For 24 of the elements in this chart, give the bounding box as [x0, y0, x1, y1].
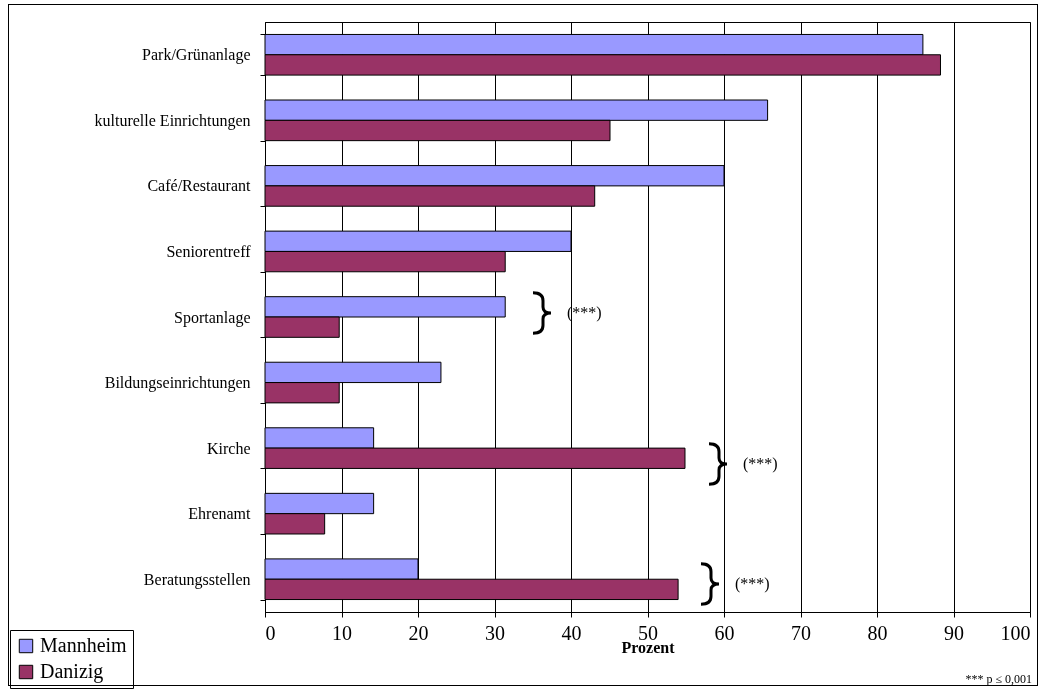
y-tick-label: Beratungsstellen: [143, 570, 251, 589]
x-tick-label: 20: [408, 621, 429, 644]
x-tick-label: 60: [714, 621, 735, 644]
annotation: (***): [743, 455, 778, 473]
x-tick-label: 50: [638, 621, 658, 644]
legend-label: Mannheim: [40, 634, 128, 656]
y-tick-label: Café/Restaurant: [147, 177, 252, 195]
y-tick-label: Kirche: [206, 439, 251, 457]
y-tick-label: Sportanlage: [174, 308, 251, 327]
annotation: (***): [735, 575, 770, 593]
y-tick-label: Ehrenamt: [188, 505, 252, 523]
y-tick-label: Seniorentreff: [166, 242, 252, 260]
x-tick-label: 30: [485, 621, 505, 644]
x-tick-label: 100: [1000, 621, 1031, 644]
y-tick-label: Bildungseinrichtungen: [104, 374, 251, 393]
x-tick-label: 40: [561, 621, 582, 644]
x-tick-label: 70: [791, 621, 811, 644]
y-tick-label: Park/Grünanlage: [142, 46, 251, 65]
x-tick-label: 10: [332, 621, 352, 644]
y-tick-label: kulturelle Einrichtungen: [94, 111, 251, 130]
x-tick-label: 80: [867, 621, 888, 644]
x-tick-label: 90: [944, 621, 964, 644]
x-tick-label: 0: [265, 621, 276, 644]
legend-label: Danizig: [40, 660, 104, 683]
